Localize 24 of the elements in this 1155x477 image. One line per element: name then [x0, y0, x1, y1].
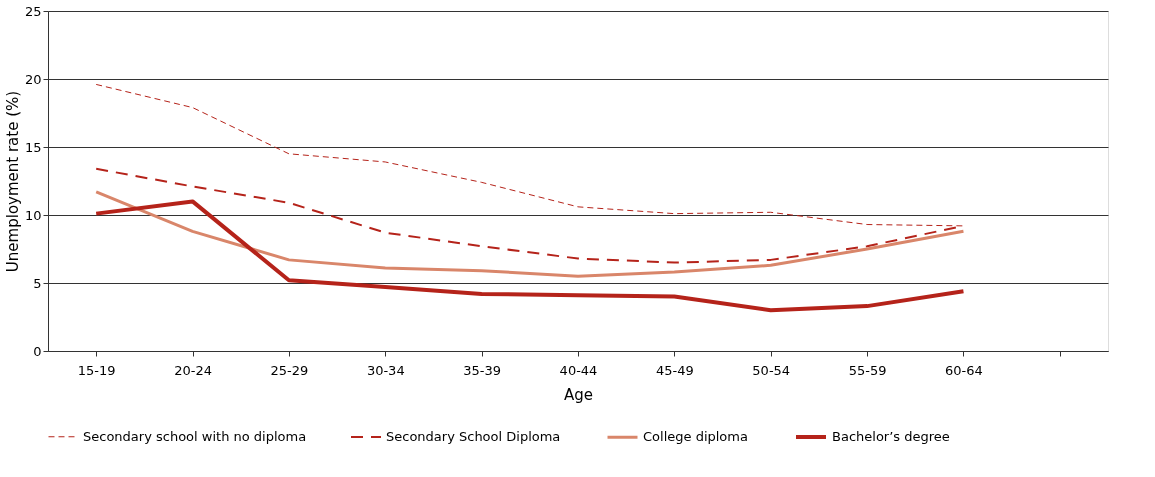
legend-label: Secondary school with no diploma — [83, 428, 307, 444]
y-tick-label: 10 — [24, 207, 42, 223]
y-tick-label: 15 — [24, 139, 42, 155]
x-tick-label: 15-19 — [77, 362, 116, 378]
line-series — [94, 199, 966, 313]
x-tick-label: 55-59 — [848, 362, 887, 378]
x-tick-label: 30-34 — [366, 362, 405, 378]
x-axis-title: Age — [563, 385, 594, 404]
x-tick-label: 60-64 — [945, 362, 983, 378]
legend-label: Bachelor’s degree — [832, 429, 950, 444]
x-tick-label: 35-39 — [463, 362, 502, 378]
x-tick-label: 40-44 — [559, 362, 598, 378]
x-tick-label: 45-49 — [655, 362, 694, 378]
y-tick-label: 5 — [33, 275, 42, 291]
x-tick-label: 20-24 — [174, 362, 212, 378]
x-tick-label: 50-54 — [752, 362, 791, 378]
y-axis-title: Unemployment rate (%) — [3, 90, 22, 273]
x-tick-label: 25-29 — [270, 362, 309, 378]
legend-label: Secondary School Diploma — [386, 429, 561, 444]
y-tick-label: 25 — [24, 3, 42, 19]
legend-label: College diploma — [643, 429, 748, 445]
y-tick-label: 20 — [24, 71, 42, 87]
line-series — [94, 190, 965, 278]
y-tick-label: 0 — [33, 343, 42, 359]
